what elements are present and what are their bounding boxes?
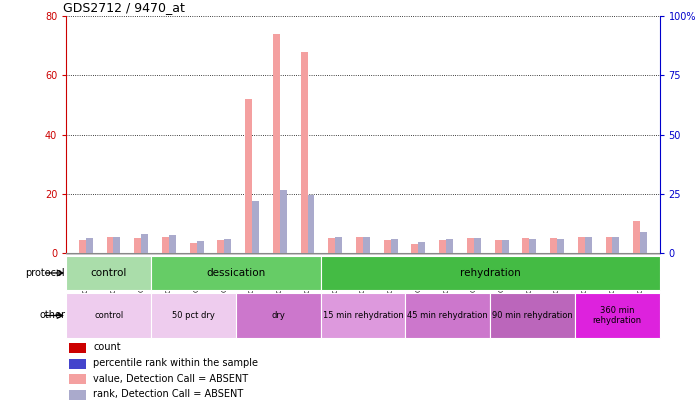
- Bar: [107, 237, 114, 253]
- Bar: [406, 293, 490, 338]
- Text: protocol: protocol: [26, 268, 65, 278]
- Bar: [217, 240, 224, 253]
- Bar: [151, 293, 236, 338]
- Text: 45 min rehydration: 45 min rehydration: [408, 311, 488, 320]
- Bar: [114, 237, 120, 253]
- Bar: [141, 234, 148, 253]
- Bar: [490, 293, 575, 338]
- Bar: [66, 293, 151, 338]
- Bar: [320, 293, 406, 338]
- Bar: [522, 238, 529, 253]
- Bar: [86, 238, 93, 253]
- Bar: [575, 293, 660, 338]
- Bar: [495, 240, 502, 253]
- Bar: [578, 237, 585, 253]
- Bar: [446, 239, 453, 253]
- Text: value, Detection Call = ABSENT: value, Detection Call = ABSENT: [93, 374, 248, 384]
- Bar: [328, 238, 335, 253]
- Bar: [439, 240, 446, 253]
- Bar: [252, 201, 259, 253]
- Bar: [467, 238, 474, 253]
- Bar: [363, 237, 370, 253]
- Bar: [197, 241, 204, 253]
- Bar: [169, 235, 176, 253]
- Bar: [134, 238, 141, 253]
- Bar: [301, 52, 308, 253]
- Bar: [633, 221, 640, 253]
- Bar: [612, 237, 619, 253]
- Text: 15 min rehydration: 15 min rehydration: [322, 311, 403, 320]
- Bar: [236, 293, 320, 338]
- Bar: [66, 256, 151, 290]
- Bar: [474, 238, 481, 253]
- Bar: [502, 240, 509, 253]
- Bar: [224, 239, 231, 253]
- Text: percentile rank within the sample: percentile rank within the sample: [93, 358, 258, 368]
- Bar: [356, 237, 363, 253]
- Bar: [335, 237, 342, 253]
- Bar: [412, 244, 418, 253]
- Text: 360 min
rehydration: 360 min rehydration: [593, 306, 641, 325]
- Text: dry: dry: [272, 311, 285, 320]
- Text: 90 min rehydration: 90 min rehydration: [492, 311, 573, 320]
- Text: 50 pct dry: 50 pct dry: [172, 311, 215, 320]
- Bar: [391, 239, 398, 253]
- Bar: [69, 343, 86, 353]
- Text: rank, Detection Call = ABSENT: rank, Detection Call = ABSENT: [93, 389, 244, 399]
- Bar: [69, 390, 86, 400]
- Bar: [280, 190, 287, 253]
- Text: rehydration: rehydration: [460, 268, 521, 278]
- Bar: [640, 232, 647, 253]
- Bar: [162, 237, 169, 253]
- Bar: [79, 240, 86, 253]
- Bar: [320, 256, 660, 290]
- Text: count: count: [93, 342, 121, 352]
- Bar: [557, 239, 564, 253]
- Text: other: other: [39, 311, 65, 320]
- Text: control: control: [94, 311, 124, 320]
- Bar: [606, 237, 612, 253]
- Text: GDS2712 / 9470_at: GDS2712 / 9470_at: [64, 1, 185, 14]
- Bar: [273, 34, 280, 253]
- Bar: [529, 239, 536, 253]
- Text: dessication: dessication: [206, 268, 265, 278]
- Bar: [69, 374, 86, 384]
- Bar: [585, 237, 592, 253]
- Bar: [151, 256, 320, 290]
- Bar: [550, 238, 557, 253]
- Bar: [190, 243, 197, 253]
- Bar: [308, 195, 314, 253]
- Bar: [384, 240, 391, 253]
- Bar: [69, 358, 86, 369]
- Text: control: control: [91, 268, 127, 278]
- Bar: [418, 243, 425, 253]
- Bar: [245, 99, 252, 253]
